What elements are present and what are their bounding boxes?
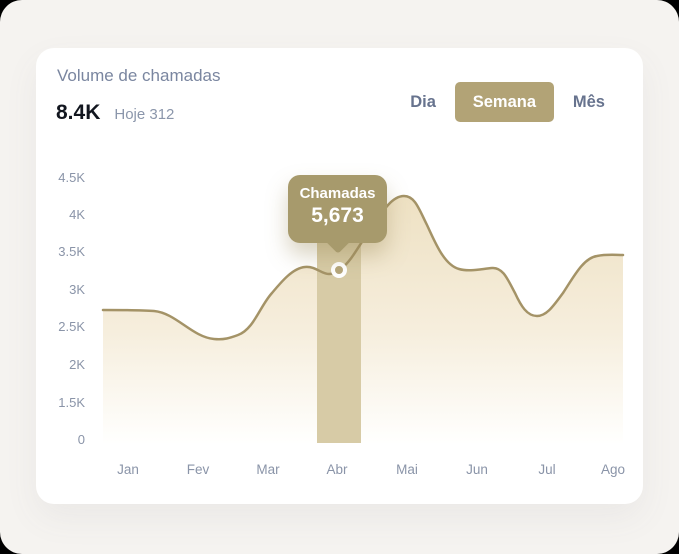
x-label-mai: Mai — [396, 462, 418, 477]
card-title: Volume de chamadas — [57, 66, 221, 85]
x-label-mar: Mar — [256, 462, 280, 477]
y-tick: 2K — [69, 357, 85, 372]
total-value: 8.4K — [56, 101, 101, 124]
y-tick: 4K — [69, 207, 85, 222]
area-fill — [103, 196, 623, 443]
x-label-ago: Ago — [600, 462, 626, 477]
y-tick: 4.5K — [58, 170, 85, 185]
chart-tooltip: Chamadas 5,673 — [288, 175, 387, 254]
period-tabs: Dia Semana Mês — [410, 82, 605, 122]
today-value: Hoje 312 — [114, 106, 175, 123]
x-label-fev: Fev — [186, 462, 210, 477]
call-volume-card: Volume de chamadas 8.4K Hoje 312 Dia Sem… — [36, 48, 643, 504]
area-chart — [101, 194, 625, 443]
x-label-jan: Jan — [117, 462, 139, 477]
data-point-marker[interactable] — [331, 262, 347, 278]
y-tick: 0 — [77, 432, 85, 447]
tab-semana[interactable]: Semana — [454, 82, 554, 122]
y-tick: 1.5K — [58, 395, 85, 410]
x-label-abr: Abr — [326, 462, 348, 477]
x-label-jun: Jun — [466, 462, 488, 477]
y-tick: 2.5K — [58, 319, 85, 334]
x-label-jul: Jul — [538, 462, 556, 477]
tooltip-label: Chamadas — [299, 185, 376, 202]
y-tick: 3K — [69, 282, 85, 297]
stats-row: 8.4K Hoje 312 — [56, 101, 174, 125]
tooltip-value: 5,673 — [311, 204, 364, 227]
tab-mes[interactable]: Mês — [572, 92, 605, 111]
y-tick: 3.5K — [58, 244, 85, 259]
tab-dia[interactable]: Dia — [410, 92, 436, 111]
